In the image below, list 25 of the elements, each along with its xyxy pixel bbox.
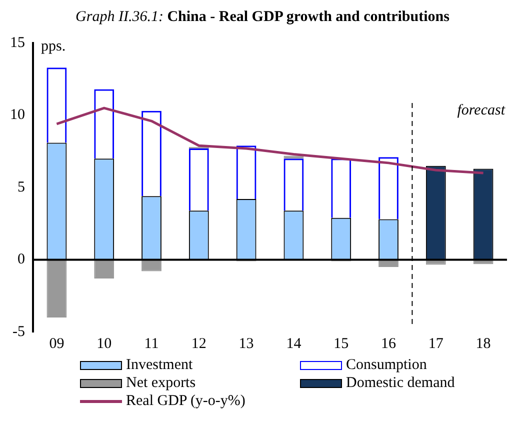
bar (46, 260, 67, 318)
annotation: forecast (457, 102, 506, 118)
y-axis-title: pps. (41, 38, 66, 54)
legend-label: Domestic demand (346, 374, 455, 392)
legend-label: Real GDP (y-o-y%) (126, 392, 246, 410)
x-tick-label: 12 (191, 336, 206, 352)
x-tick-label: 16 (381, 336, 396, 352)
legend-label: Consumption (346, 356, 427, 374)
chart-title: China - Real GDP growth and contributions (167, 9, 450, 25)
x-tick-label: 15 (334, 336, 349, 352)
legend-label: Net exports (126, 374, 196, 392)
x-tick-label: 09 (49, 336, 64, 352)
x-tick-label: 13 (238, 336, 254, 352)
chart-subtitle: Graph II.36.1: (76, 9, 164, 25)
legend-label: Investment (126, 356, 193, 374)
y-tick-label: 5 (18, 179, 25, 196)
x-tick-label: 17 (428, 336, 444, 352)
y-tick-label: -5 (12, 324, 25, 340)
x-tick-label: 18 (476, 336, 491, 352)
y-tick-label: 0 (18, 252, 25, 268)
y-tick-label: 10 (10, 107, 25, 124)
x-tick-label: 11 (144, 336, 159, 352)
y-tick-label: 15 (10, 34, 25, 51)
x-tick-label: 10 (96, 336, 112, 352)
x-tick-label: 14 (286, 336, 302, 352)
